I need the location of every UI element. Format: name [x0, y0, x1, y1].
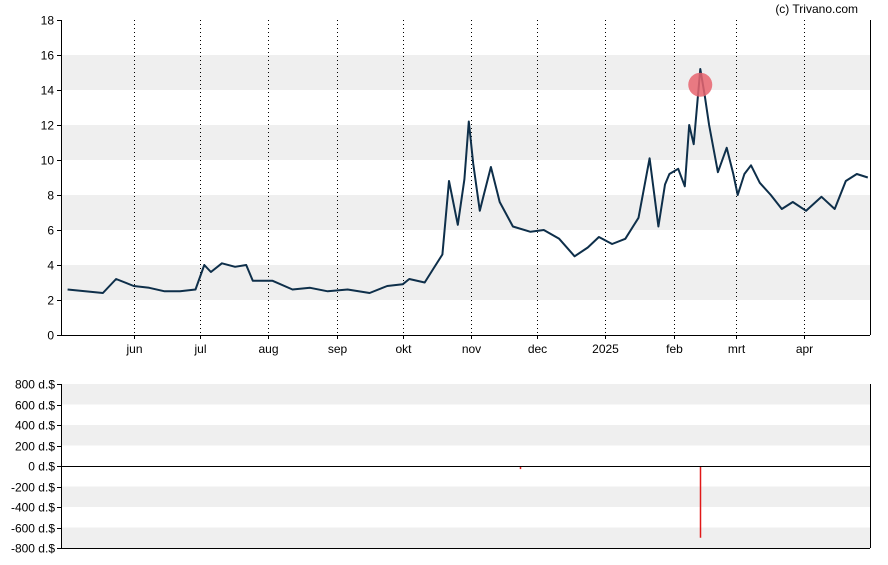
y-tick-label: 10 — [41, 154, 55, 168]
x-tick-label: okt — [395, 342, 412, 356]
band — [61, 195, 870, 230]
x-tick-label: sep — [328, 342, 348, 356]
band — [61, 384, 870, 405]
x-tick-label: mrt — [728, 342, 746, 356]
highlight-marker — [688, 72, 713, 97]
band — [61, 486, 870, 507]
y-tick-label: 18 — [41, 14, 55, 28]
credit-label: (c) Trivano.com — [775, 2, 858, 16]
y-tick-label: 800 d.$ — [15, 378, 55, 392]
y-tick-label: -800 d.$ — [11, 542, 55, 556]
y-tick-label: 2 — [47, 294, 54, 308]
y-tick-label: 0 d.$ — [28, 460, 55, 474]
x-tick-label: dec — [528, 342, 547, 356]
y-tick-label: 0 — [47, 329, 54, 343]
y-tick-label: 200 d.$ — [15, 440, 55, 454]
insider-chart-y-tick-labels: 800 d.$ 600 d.$ 400 d.$ 200 d.$ 0 d.$ -200 d.… — [11, 378, 61, 556]
price-chart-x-tick-labels: jun jul aug sep okt nov dec 2025 feb mrt apr — [125, 335, 813, 356]
y-tick-label: 400 d.$ — [15, 419, 55, 433]
x-tick-label: jun — [125, 342, 142, 356]
y-tick-label: 12 — [41, 119, 55, 133]
x-tick-label: apr — [796, 342, 813, 356]
price-chart-bands — [61, 55, 870, 300]
insider-chart-bands — [61, 384, 870, 548]
band — [61, 425, 870, 446]
y-tick-label: 6 — [47, 224, 54, 238]
price-chart-series — [67, 68, 869, 294]
price-chart-axes — [61, 20, 871, 336]
y-tick-label: -400 d.$ — [11, 501, 55, 515]
x-tick-label: jul — [193, 342, 206, 356]
y-tick-label: -600 d.$ — [11, 522, 55, 536]
x-tick-label: aug — [258, 342, 278, 356]
band — [61, 55, 870, 90]
y-tick-label: 600 d.$ — [15, 399, 55, 413]
x-tick-label: feb — [666, 342, 683, 356]
y-tick-label: 16 — [41, 49, 55, 63]
band — [61, 527, 870, 548]
price-chart-y-tick-labels: 0 2 4 6 8 10 12 14 16 18 — [41, 14, 61, 343]
y-tick-label: 14 — [41, 84, 55, 98]
x-tick-label: nov — [462, 342, 481, 356]
price-chart-gridlines — [134, 20, 805, 335]
y-tick-label: 4 — [47, 259, 54, 273]
band — [61, 265, 870, 300]
insider-chart-axes — [61, 384, 871, 549]
x-tick-label: 2025 — [592, 342, 619, 356]
price-line — [67, 68, 869, 294]
y-tick-label: -200 d.$ — [11, 481, 55, 495]
y-tick-label: 8 — [47, 189, 54, 203]
